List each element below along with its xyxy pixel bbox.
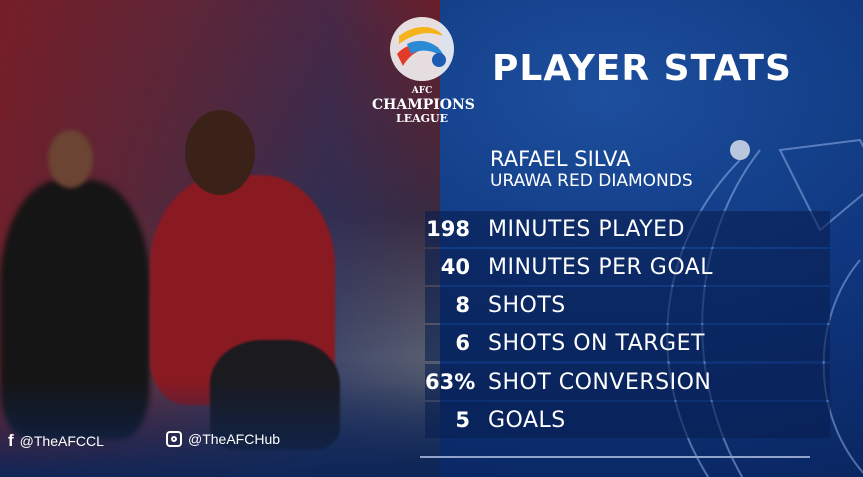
photo-fade xyxy=(0,380,440,477)
stat-value: 63% xyxy=(425,370,476,394)
player-club: URAWA RED DIAMONDS xyxy=(490,171,693,191)
player-head xyxy=(185,110,255,195)
facebook-icon: f xyxy=(8,431,14,450)
facebook-link[interactable]: f @TheAFCCL xyxy=(8,431,104,451)
stat-label: MINUTES PER GOAL xyxy=(488,254,714,280)
stat-label: SHOTS xyxy=(488,292,566,318)
stat-row: 5 GOALS xyxy=(425,402,830,438)
afc-champions-league-logo: AFC CHAMPIONS LEAGUE xyxy=(372,14,475,125)
page-title: PLAYER STATS xyxy=(492,48,792,89)
logo-afc: AFC xyxy=(411,86,433,96)
referee-head xyxy=(48,130,93,188)
stat-row: 40 MINUTES PER GOAL xyxy=(425,249,830,285)
stat-value: 40 xyxy=(440,255,470,279)
stat-value: 198 xyxy=(426,217,470,241)
divider xyxy=(420,456,810,458)
instagram-icon xyxy=(166,431,182,447)
logo-league: LEAGUE xyxy=(395,112,449,125)
stat-row: 63% SHOT CONVERSION xyxy=(425,364,830,400)
instagram-handle: @TheAFCHub xyxy=(188,431,281,447)
logo-champions: CHAMPIONS xyxy=(372,97,475,113)
stat-label: MINUTES PLAYED xyxy=(488,216,685,242)
stat-value: 8 xyxy=(455,293,470,317)
instagram-link[interactable]: @TheAFCHub xyxy=(166,431,280,447)
stat-value: 6 xyxy=(455,331,470,355)
player-name: RAFAEL SILVA xyxy=(490,147,631,171)
stat-row: 198 MINUTES PLAYED xyxy=(425,211,830,247)
stat-value: 5 xyxy=(455,408,470,432)
stat-label: GOALS xyxy=(488,407,566,433)
stat-row: 8 SHOTS xyxy=(425,287,830,323)
facebook-handle: @TheAFCCL xyxy=(19,433,104,449)
stat-label: SHOT CONVERSION xyxy=(488,369,712,395)
logo-emblem xyxy=(390,17,454,81)
stat-label: SHOTS ON TARGET xyxy=(488,330,705,356)
stat-row: 6 SHOTS ON TARGET xyxy=(425,325,830,361)
